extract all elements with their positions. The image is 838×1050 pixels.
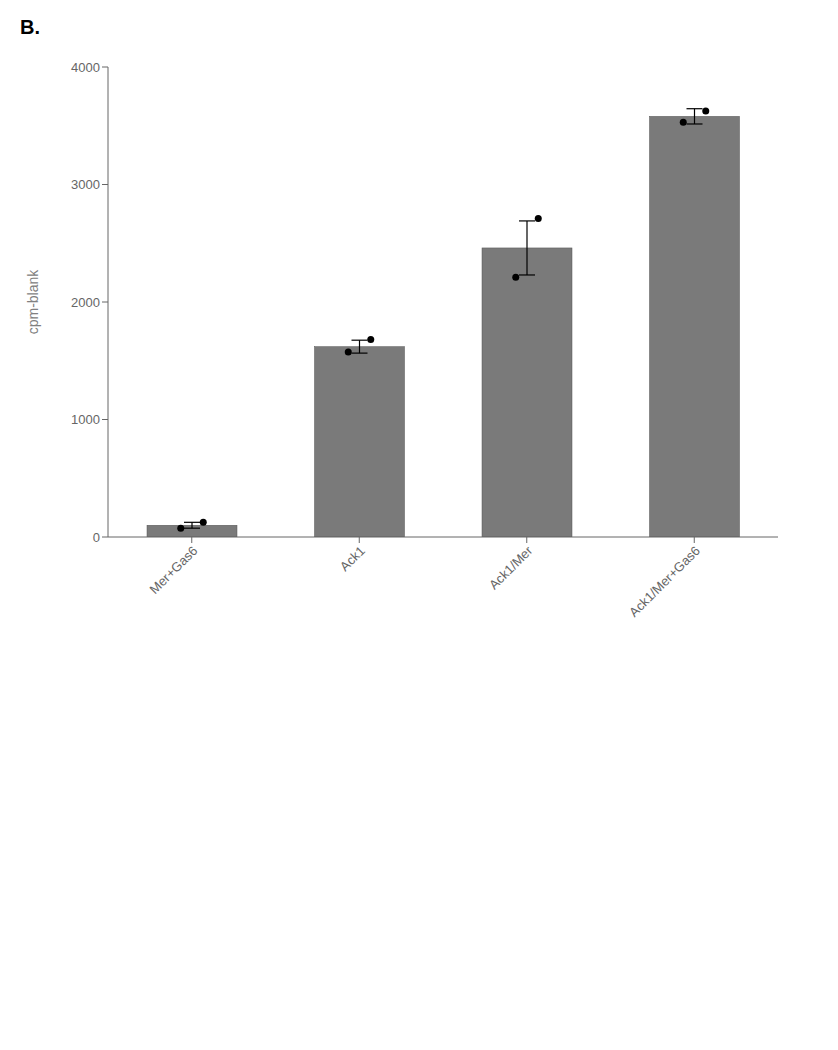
svg-text:Ack1/Mer: Ack1/Mer: [486, 543, 536, 593]
svg-text:3000: 3000: [71, 177, 100, 192]
html-text:B.: B.: [20, 16, 40, 38]
svg-text:1000: 1000: [71, 412, 100, 427]
svg-text:cpm-blank: cpm-blank: [25, 269, 41, 335]
svg-text:4000: 4000: [71, 60, 100, 75]
svg-text:2000: 2000: [71, 295, 100, 310]
svg-text:Ack1: Ack1: [337, 543, 368, 574]
svg-text:Ack1/Mer+Gas6: Ack1/Mer+Gas6: [626, 543, 703, 620]
svg-text:0: 0: [93, 530, 100, 545]
svg-text:Mer+Gas6: Mer+Gas6: [147, 543, 201, 597]
